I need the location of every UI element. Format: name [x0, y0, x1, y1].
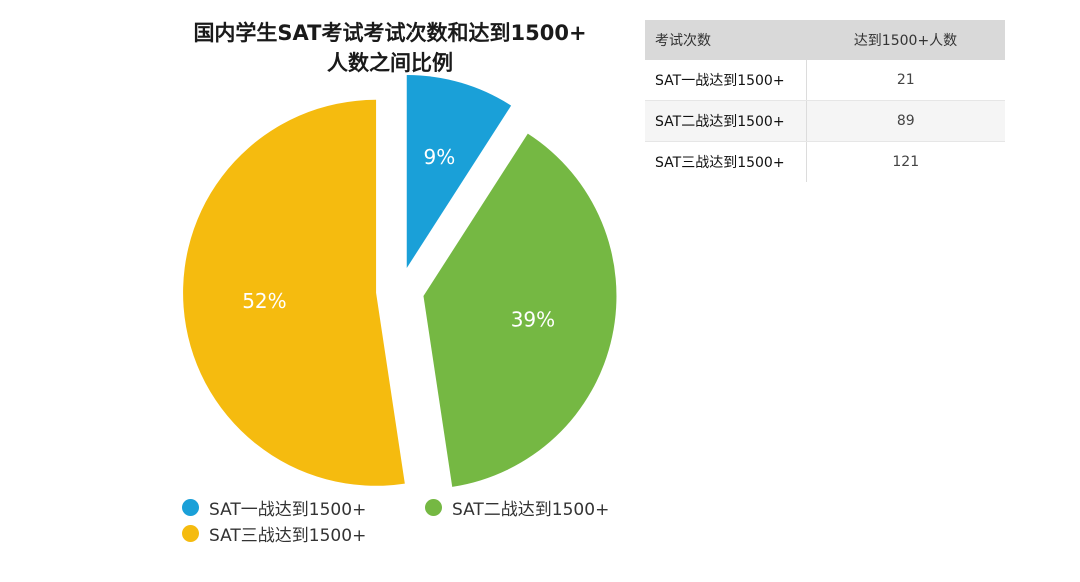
legend-swatch-2	[425, 499, 442, 516]
data-table: 考试次数 达到1500+人数 SAT一战达到1500+ 21 SAT二战达到15…	[645, 20, 1005, 182]
pie-slice-3	[183, 99, 405, 486]
legend-label-1: SAT一战达到1500+	[209, 500, 367, 520]
legend-label-3: SAT三战达到1500+	[209, 526, 367, 546]
table-cell-count: 121	[892, 154, 920, 170]
pie-label-1: 9%	[424, 145, 456, 169]
pie-label-2: 39%	[511, 307, 555, 331]
pie-slice-2	[423, 133, 617, 487]
legend-item-2: SAT二战达到1500+	[425, 495, 609, 520]
legend-swatch-3	[182, 525, 199, 542]
table-row: SAT二战达到1500+ 89	[645, 100, 1005, 142]
table-cell-name: SAT一战达到1500+	[645, 60, 807, 101]
chart-title-line-2: 人数之间比例	[327, 51, 453, 75]
table-cell-name: SAT三战达到1500+	[645, 141, 807, 182]
pie-slice-1	[406, 74, 512, 268]
pie-chart: 9% 39% 52%	[183, 74, 617, 487]
table-header-count: 达到1500+人数	[806, 20, 1005, 60]
table-cell-name: SAT二战达到1500+	[645, 100, 807, 142]
table-header-row: 考试次数 达到1500+人数	[645, 20, 1005, 60]
table-row: SAT一战达到1500+ 21	[645, 60, 1005, 101]
table-header-name: 考试次数	[645, 20, 806, 60]
table-cell-count: 89	[806, 100, 1005, 142]
legend-label-2: SAT二战达到1500+	[452, 500, 610, 520]
table-row: SAT三战达到1500+ 121	[645, 141, 1005, 182]
legend-item-3: SAT三战达到1500+	[182, 521, 366, 546]
legend-swatch-1	[182, 499, 199, 516]
chart-title: 国内学生SAT考试考试次数和达到1500+ 人数之间比例	[160, 18, 620, 78]
chart-title-line-1: 国内学生SAT考试考试次数和达到1500+	[193, 21, 587, 45]
legend-item-1: SAT一战达到1500+	[182, 495, 366, 520]
pie-label-3: 52%	[242, 289, 286, 313]
table-cell-count: 21	[806, 60, 1005, 101]
